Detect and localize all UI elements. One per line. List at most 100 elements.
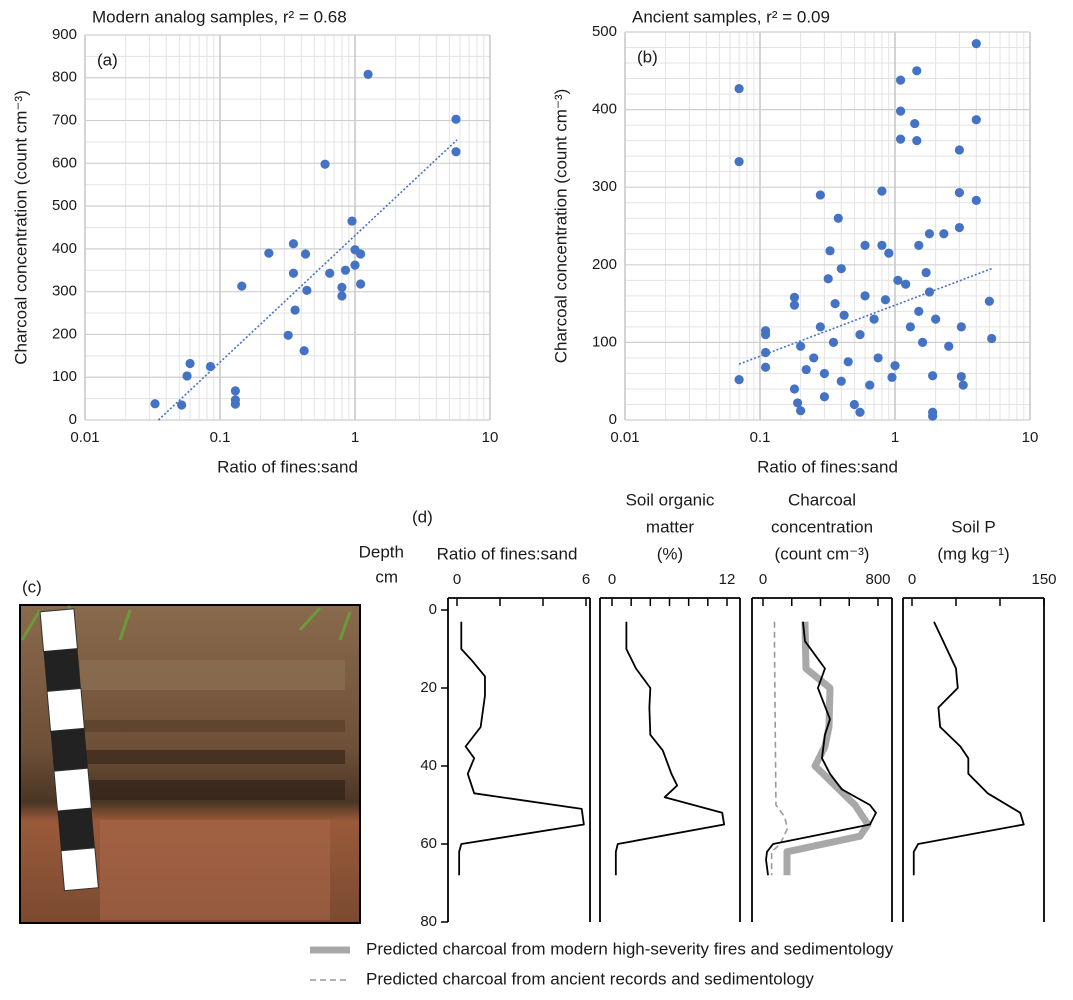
y-tick-label: 200 (52, 325, 77, 342)
x-tick-label: 6 (582, 571, 590, 588)
point (877, 240, 887, 250)
point (931, 314, 941, 324)
point (355, 279, 366, 289)
x-tick-label: 150 (1031, 571, 1056, 588)
y-tick-label: 600 (52, 154, 77, 171)
profile-line (912, 621, 1025, 876)
panel-title: (%) (657, 544, 683, 563)
point (150, 399, 160, 409)
point (954, 145, 965, 155)
y-tick-label: 700 (52, 112, 77, 129)
point (793, 398, 803, 408)
y-tick-label: 80 (420, 913, 437, 930)
point (823, 274, 833, 284)
y-tick-label: 400 (592, 101, 617, 118)
point (789, 384, 800, 394)
profile-line (765, 621, 877, 876)
point (815, 322, 825, 332)
point (971, 195, 981, 205)
x-tick-label: 0 (908, 571, 916, 588)
point (895, 75, 906, 85)
x-axis-label: Ratio of fines:sand (217, 457, 358, 476)
point (971, 115, 981, 125)
y-tick-label: 60 (420, 835, 437, 852)
point (928, 411, 938, 421)
point (954, 222, 965, 233)
point (860, 291, 870, 301)
x-tick-label: 0.1 (210, 429, 231, 446)
point (264, 248, 274, 258)
y-tick-label: 500 (592, 23, 617, 40)
point (921, 267, 931, 278)
point (302, 285, 312, 295)
point (884, 248, 894, 258)
point (956, 371, 966, 382)
y-tick-label: 800 (52, 69, 77, 86)
point (855, 407, 865, 417)
point (860, 240, 870, 250)
point (939, 229, 949, 239)
panel-title: concentration (771, 517, 873, 536)
panel-title: (mg kg⁻¹) (937, 544, 1009, 563)
point (760, 347, 771, 358)
soil-layer (80, 750, 345, 764)
profile-line (614, 621, 726, 876)
point (954, 188, 965, 198)
y-tick-label: 0 (609, 411, 617, 428)
panel-label: (c) (22, 577, 42, 596)
scale-bar (39, 608, 99, 892)
point (895, 106, 906, 116)
soil-layer (80, 720, 345, 732)
point (182, 371, 192, 381)
point (815, 190, 825, 200)
y-tick-label: 200 (592, 256, 617, 273)
point (869, 314, 879, 324)
point (914, 240, 924, 250)
point (451, 147, 461, 157)
y-tick-label: 40 (420, 757, 437, 774)
point (901, 279, 911, 289)
point (290, 305, 300, 315)
point (905, 322, 915, 332)
point (350, 260, 360, 270)
point (819, 392, 830, 402)
point (734, 84, 744, 94)
point (971, 39, 981, 49)
point (836, 376, 846, 386)
point (914, 306, 924, 316)
point (843, 357, 853, 367)
x-tick-label: 0.1 (750, 429, 771, 446)
point (917, 337, 928, 347)
y-tick-label: 20 (420, 679, 437, 696)
panel-title: Soil P (951, 517, 995, 536)
point (830, 299, 840, 309)
point (893, 275, 903, 285)
point (230, 386, 240, 396)
y-tick-label: 100 (592, 333, 617, 350)
y-tick-label: 300 (52, 283, 77, 300)
chart-title: Modern analog samples, r² = 0.68 (92, 7, 347, 26)
point (177, 400, 187, 410)
y-tick-label: 0 (429, 601, 437, 618)
y-tick-label: 0 (69, 411, 77, 428)
point (760, 330, 771, 340)
profile-line (783, 621, 872, 876)
point (801, 364, 811, 375)
point (337, 282, 347, 292)
point (205, 361, 216, 372)
x-tick-label: 10 (482, 429, 499, 446)
point (890, 361, 900, 371)
x-tick-label: 0.01 (610, 429, 639, 446)
point (363, 69, 373, 79)
point (825, 246, 835, 256)
y-tick-label: 900 (52, 26, 77, 43)
point (734, 375, 744, 385)
point (237, 281, 247, 291)
point (796, 341, 806, 351)
x-tick-label: 0.01 (70, 429, 99, 446)
point (849, 399, 859, 410)
legend-label: Predicted charcoal from ancient records … (366, 969, 814, 988)
x-tick-label: 0 (759, 571, 767, 588)
point (347, 216, 357, 226)
